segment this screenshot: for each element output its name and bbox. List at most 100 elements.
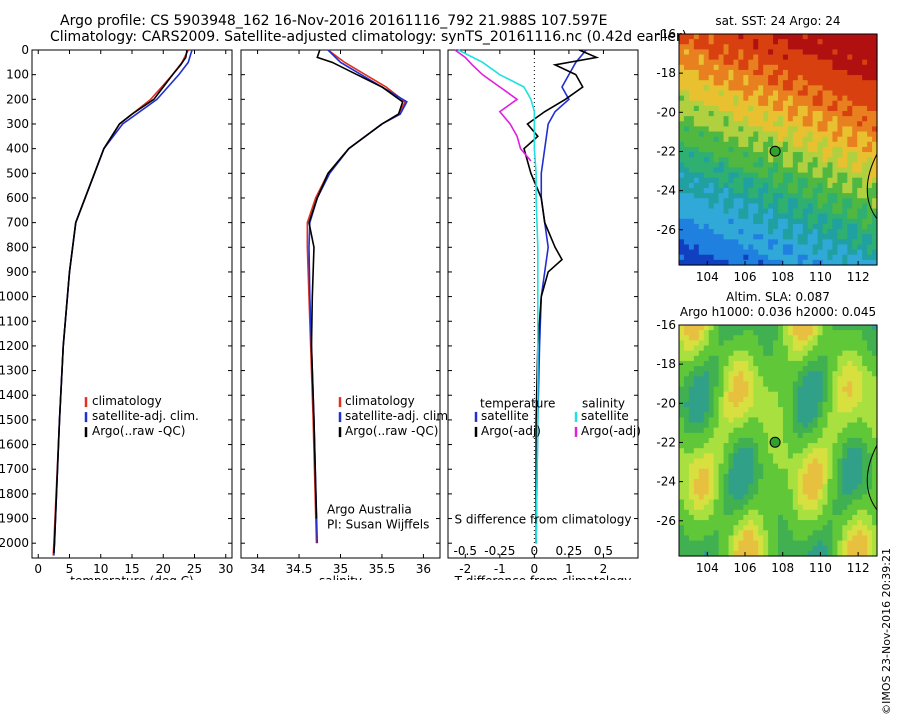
map-cell xyxy=(738,254,744,261)
map-cell xyxy=(842,146,848,153)
map-cell xyxy=(743,453,749,460)
map-cell xyxy=(802,167,809,174)
map-cell xyxy=(753,121,759,127)
map-cell xyxy=(842,59,848,66)
map-cell xyxy=(872,448,878,454)
map-cell xyxy=(782,494,789,501)
map-cell xyxy=(768,131,774,138)
map-cell xyxy=(782,69,789,76)
map-cell xyxy=(688,402,695,408)
map-cell xyxy=(693,34,700,40)
map-cell xyxy=(773,44,779,50)
map-cell xyxy=(698,371,705,377)
sla-map-ytick-label: -22 xyxy=(656,435,676,449)
map-cell xyxy=(693,417,700,424)
map-cell xyxy=(787,218,794,225)
map-cell xyxy=(703,111,710,117)
map-cell xyxy=(723,437,730,444)
map-cell xyxy=(832,116,838,122)
map-cell xyxy=(797,350,804,357)
map-cell xyxy=(817,509,824,516)
map-cell xyxy=(817,417,824,424)
map-cell xyxy=(862,90,868,97)
map-cell xyxy=(802,146,809,153)
map-cell xyxy=(867,223,873,230)
map-cell xyxy=(698,162,705,169)
map-cell xyxy=(728,402,735,408)
map-cell xyxy=(743,545,749,552)
map-cell xyxy=(763,239,769,246)
map-cell xyxy=(832,90,838,97)
map-cell xyxy=(807,131,814,138)
map-cell xyxy=(872,136,878,143)
legend-label: climatology xyxy=(92,394,162,408)
map-cell xyxy=(832,391,838,398)
map-cell xyxy=(782,239,789,246)
map-cell xyxy=(817,116,824,122)
map-cell xyxy=(768,172,774,179)
map-cell xyxy=(728,64,735,71)
map-cell xyxy=(738,198,744,204)
map-cell xyxy=(768,484,774,490)
map-cell xyxy=(837,479,843,485)
map-cell xyxy=(782,177,789,184)
map-cell xyxy=(778,473,784,480)
map-cell xyxy=(743,182,749,189)
map-cell xyxy=(698,494,705,501)
map-cell xyxy=(713,325,720,331)
map-cell xyxy=(679,350,685,357)
map-cell xyxy=(792,111,799,117)
map-cell xyxy=(847,376,853,383)
map-cell xyxy=(693,244,700,251)
map-cell xyxy=(872,345,878,352)
map-cell xyxy=(867,499,873,506)
map-cell xyxy=(847,473,853,480)
map-cell xyxy=(728,325,735,331)
map-cell xyxy=(778,182,784,189)
map-cell xyxy=(703,443,710,449)
map-cell xyxy=(693,381,700,388)
map-cell xyxy=(852,355,858,362)
map-cell xyxy=(797,229,804,235)
map-cell xyxy=(778,141,784,148)
map-cell xyxy=(857,396,863,403)
map-cell xyxy=(718,412,725,418)
map-cell xyxy=(733,229,739,235)
map-cell xyxy=(817,427,824,434)
s-diff-tick-label: 0.5 xyxy=(594,544,613,558)
map-cell xyxy=(733,509,739,516)
map-cell xyxy=(822,49,829,56)
map-cell xyxy=(807,223,814,230)
map-cell xyxy=(832,121,838,127)
map-cell xyxy=(683,208,690,215)
map-cell xyxy=(683,95,690,102)
map-cell xyxy=(773,520,779,526)
map-cell xyxy=(763,325,769,331)
map-cell xyxy=(688,213,695,220)
map-cell xyxy=(822,402,829,408)
map-cell xyxy=(832,213,838,220)
map-cell xyxy=(703,391,710,398)
map-cell xyxy=(872,85,878,92)
map-cell xyxy=(857,530,863,537)
map-cell xyxy=(817,463,824,470)
map-cell xyxy=(832,355,838,362)
map-cell xyxy=(748,188,754,194)
map-cell xyxy=(733,530,739,537)
map-cell xyxy=(773,422,779,429)
map-cell xyxy=(708,402,715,408)
map-cell xyxy=(773,530,779,537)
map-cell xyxy=(718,162,725,169)
map-cell xyxy=(743,412,749,418)
map-cell xyxy=(718,105,725,112)
map-cell xyxy=(698,525,705,531)
map-cell xyxy=(718,234,725,240)
map-cell xyxy=(812,330,819,336)
map-cell xyxy=(812,376,819,383)
map-cell xyxy=(703,95,710,102)
map-cell xyxy=(748,198,754,204)
map-cell xyxy=(688,514,695,521)
map-cell xyxy=(748,335,754,341)
map-cell xyxy=(778,44,784,50)
map-cell xyxy=(773,100,779,107)
